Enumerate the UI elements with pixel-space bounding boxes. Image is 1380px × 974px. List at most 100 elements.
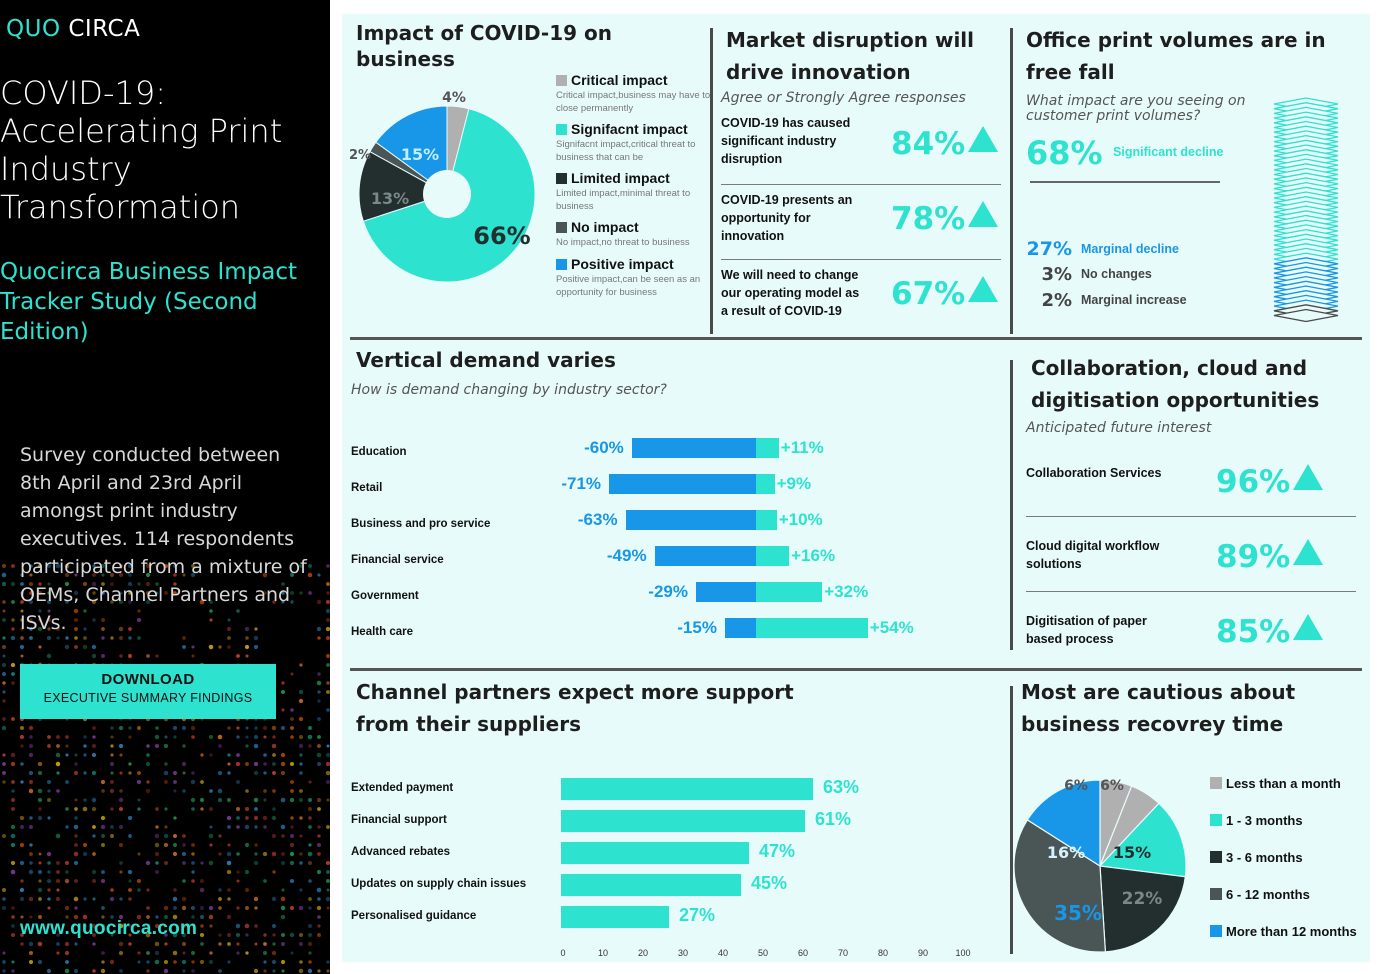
map-dot (47, 735, 51, 739)
impact-pie-label-positive: 15% (401, 145, 439, 164)
map-dot (19, 644, 25, 650)
map-dot (20, 780, 24, 784)
map-dot (145, 581, 151, 587)
map-dot (56, 636, 60, 640)
map-dot (253, 968, 259, 974)
map-dot (307, 563, 313, 569)
map-dot (182, 969, 186, 973)
map-dot (29, 816, 33, 820)
map-dot (245, 951, 249, 955)
map-dot (325, 770, 330, 776)
map-dot (244, 923, 250, 929)
up-arrow-icon (968, 201, 999, 227)
office-stat-label: Marginal increase (1081, 293, 1187, 307)
map-dot (100, 923, 106, 929)
impact-pie-label-none: 2% (349, 148, 371, 163)
map-dot (64, 563, 70, 569)
map-dot (101, 627, 105, 631)
map-dot (64, 905, 70, 911)
map-dot (137, 609, 141, 613)
map-dot (155, 861, 159, 865)
map-dot (74, 573, 78, 577)
map-dot (91, 797, 97, 803)
map-dot (137, 951, 141, 955)
map-dot (227, 933, 231, 937)
map-dot (37, 959, 43, 965)
download-button[interactable]: DOWNLOAD EXECUTIVE SUMMARY FINDINGS (20, 664, 276, 719)
map-dot (299, 816, 303, 820)
divider (350, 668, 1362, 671)
market-stat-row: COVID-19 presents an opportunity for inn… (721, 185, 1001, 260)
map-dot (245, 789, 249, 793)
map-dot (2, 897, 6, 901)
map-dot (218, 834, 222, 838)
map-dot (209, 960, 213, 964)
map-dot (290, 726, 294, 730)
map-dot (325, 896, 330, 902)
legend-swatch (556, 222, 567, 233)
map-dot (326, 960, 330, 964)
office-stat-row: 27% Marginal decline (1026, 238, 1246, 264)
map-dot (245, 762, 249, 766)
map-dot (11, 915, 15, 919)
map-dot (308, 591, 312, 595)
map-dot (218, 933, 222, 937)
channel-axis-tick: 10 (597, 948, 608, 958)
map-dot (317, 636, 321, 640)
map-dot (19, 842, 25, 848)
map-dot (290, 672, 294, 676)
office-question: What impact are you seeing on customer p… (1026, 93, 1246, 124)
map-dot (128, 627, 132, 631)
map-dot (20, 591, 24, 595)
vertical-category-label: Government (351, 590, 419, 602)
map-dot (38, 564, 42, 568)
legend-swatch (1210, 777, 1222, 789)
market-stat-text: We will need to change our operating mod… (721, 268, 860, 318)
map-dot (128, 879, 132, 883)
map-dot (46, 878, 52, 884)
map-dot (74, 771, 78, 775)
map-dot (317, 672, 321, 676)
map-dot (317, 690, 321, 694)
map-dot (164, 933, 168, 937)
map-dot (325, 779, 330, 785)
impact-pie-label-significant: 66% (473, 222, 530, 250)
map-dot (110, 762, 114, 766)
map-dot (272, 753, 276, 757)
channel-axis-tick: 80 (877, 948, 888, 958)
map-dot (20, 654, 24, 658)
map-dot (155, 564, 159, 568)
map-dot (128, 735, 132, 739)
map-dot (299, 771, 303, 775)
map-dot (92, 825, 96, 829)
map-dot (299, 888, 303, 892)
map-dot (244, 869, 250, 875)
map-dot (154, 851, 160, 857)
map-dot (263, 798, 267, 802)
map-dot (172, 770, 178, 776)
vertical-negative-bar (631, 438, 756, 458)
map-dot (127, 869, 133, 875)
map-dot (47, 906, 51, 910)
website-link[interactable]: www.quocirca.com (20, 918, 198, 939)
map-dot (65, 735, 69, 739)
channel-axis-tick: 0 (560, 948, 566, 958)
map-dot (29, 780, 33, 784)
map-dot (245, 933, 249, 937)
map-dot (91, 770, 97, 776)
map-dot (227, 942, 231, 946)
map-dot (11, 672, 15, 676)
map-dot (172, 896, 178, 902)
sidebar: QUO CIRCA COVID-19: Accelerating Print I… (0, 0, 330, 974)
map-dot (236, 942, 240, 946)
map-dot (263, 879, 267, 883)
map-dot (11, 933, 15, 937)
map-dot (92, 618, 96, 622)
map-dot (47, 609, 51, 613)
map-dot (19, 887, 25, 893)
map-dot (163, 770, 169, 776)
map-dot (83, 636, 87, 640)
map-dot (271, 950, 277, 956)
map-dot (289, 878, 295, 884)
channel-axis-tick: 40 (717, 948, 728, 958)
